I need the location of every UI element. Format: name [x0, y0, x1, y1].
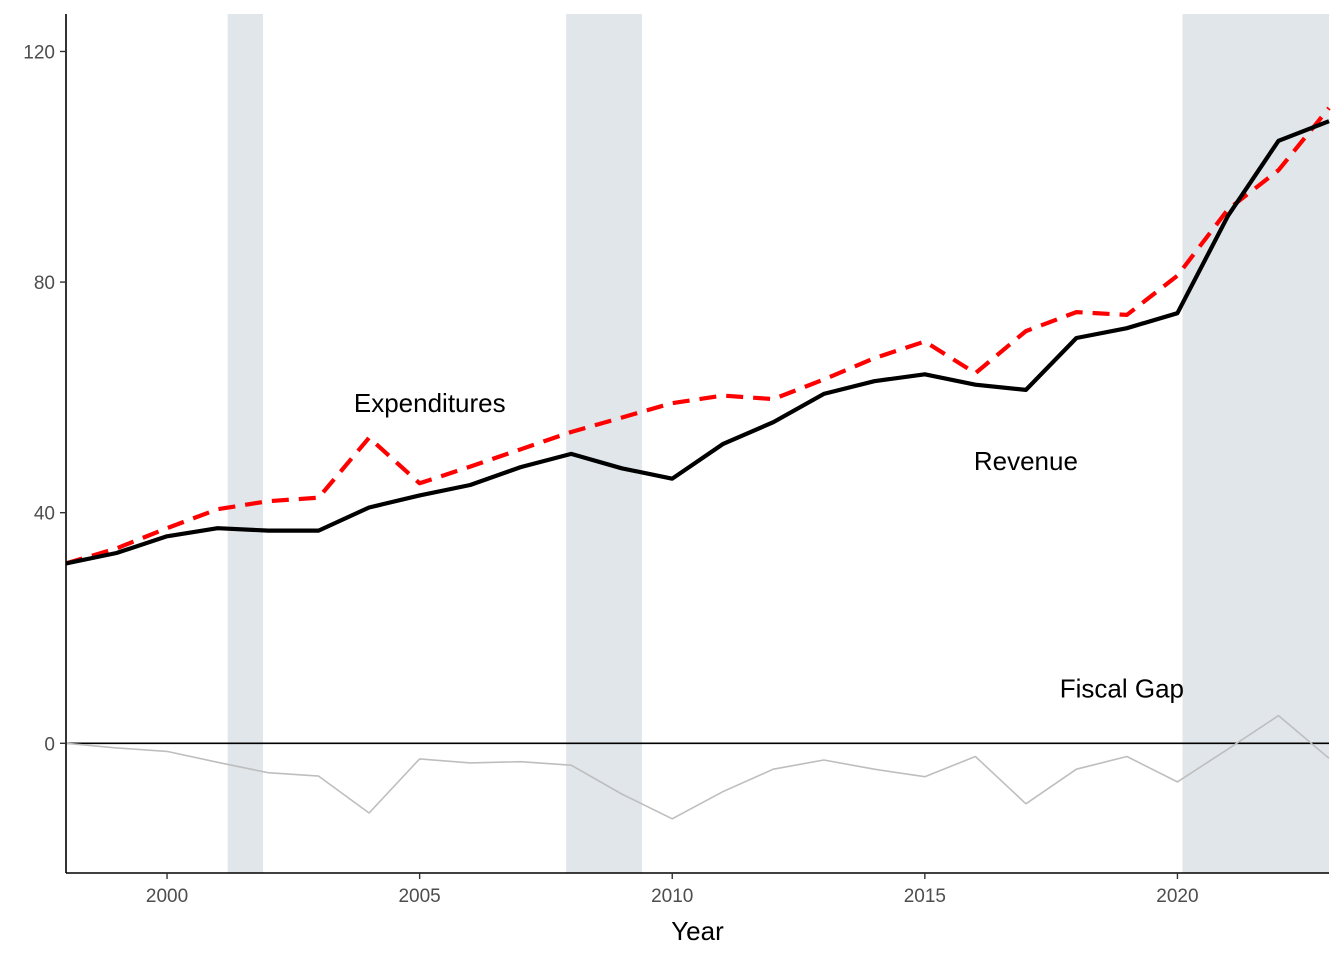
recession-band-1 — [227, 14, 264, 873]
series-layer — [65, 106, 1331, 820]
y-tick-label-120: 120 — [23, 42, 55, 63]
annotation-fiscal-gap: Fiscal Gap — [1060, 674, 1184, 704]
axes: 0 40 80 120 2000 2005 2010 2015 2020 Year — [23, 14, 1329, 946]
x-tick-label-2015: 2015 — [904, 886, 946, 907]
recession-shading — [227, 14, 1329, 873]
y-tick-label-0: 0 — [44, 734, 55, 755]
annotations: Expenditures Revenue Fiscal Gap — [354, 388, 1184, 703]
recession-band-2 — [566, 14, 642, 873]
annotation-expenditures: Expenditures — [354, 388, 506, 418]
y-tick-label-80: 80 — [34, 273, 55, 294]
x-tick-label-2010: 2010 — [651, 886, 693, 907]
expenditures-line — [65, 106, 1331, 566]
revenue-line — [65, 119, 1330, 566]
x-tick-label-2005: 2005 — [398, 886, 440, 907]
recession-band-3 — [1182, 14, 1329, 873]
x-tick-label-2000: 2000 — [146, 886, 188, 907]
fiscal-gap-line — [65, 714, 1330, 820]
x-axis-title: Year — [671, 916, 724, 946]
y-tick-label-40: 40 — [34, 504, 55, 525]
x-tick-label-2020: 2020 — [1156, 886, 1198, 907]
annotation-revenue: Revenue — [974, 446, 1078, 476]
